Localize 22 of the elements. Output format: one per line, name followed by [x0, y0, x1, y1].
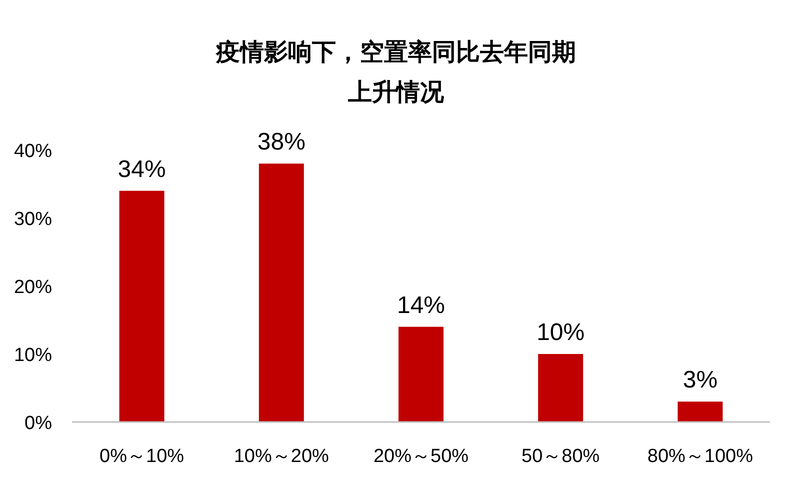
- data-label: 3%: [682, 366, 718, 394]
- y-tick-label: 20%: [14, 277, 52, 298]
- y-tick-label: 10%: [14, 345, 52, 366]
- y-tick-label: 0%: [24, 413, 52, 434]
- data-label: 10%: [536, 319, 585, 346]
- x-tick-label: 20%～50%: [373, 446, 469, 467]
- x-tick-label: 80%～100%: [647, 446, 754, 467]
- chart-subtitle: 上升情况: [347, 79, 445, 106]
- x-tick-label: 50～80%: [522, 446, 600, 467]
- chart-title: 疫情影响下，空置率同比去年同期: [215, 39, 576, 66]
- y-tick-label: 40%: [14, 141, 52, 162]
- bar: [119, 190, 164, 422]
- bar: [538, 354, 584, 422]
- bar: [258, 164, 304, 422]
- x-tick-label: 10%～20%: [234, 446, 330, 467]
- bar: [678, 402, 723, 422]
- data-label: 34%: [118, 156, 166, 183]
- data-label: 38%: [257, 128, 306, 156]
- x-tick-label: 0%～10%: [100, 446, 184, 467]
- bar: [398, 326, 444, 422]
- data-label: 14%: [396, 292, 446, 319]
- y-tick-label: 30%: [14, 209, 52, 230]
